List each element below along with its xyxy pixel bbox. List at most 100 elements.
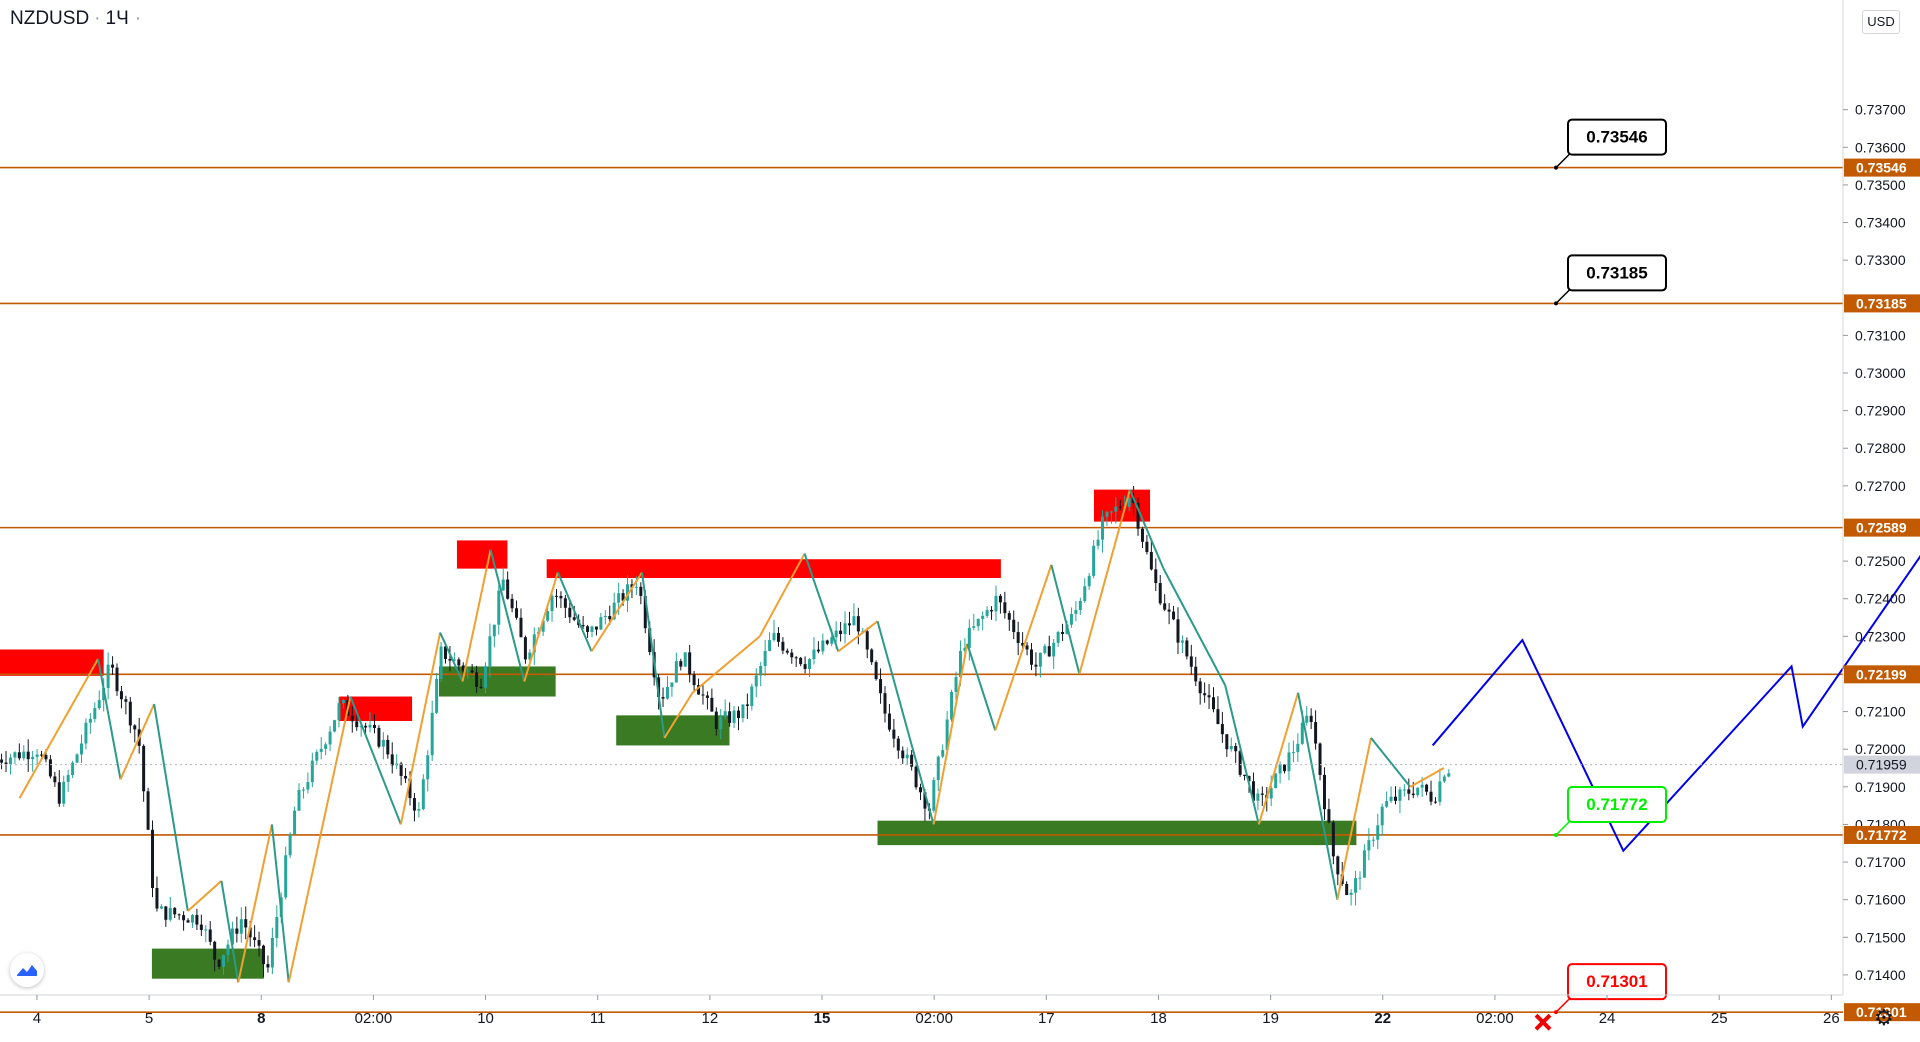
candle-43	[186, 918, 190, 923]
settings-gear-icon[interactable]: ⚙	[1874, 1005, 1894, 1030]
x-tick-label: 4	[33, 1010, 41, 1027]
candle-211	[932, 777, 936, 813]
candle-4	[13, 751, 17, 765]
y-tick-label: 0.71400	[1855, 967, 1906, 983]
y-tick-label: 0.72900	[1855, 403, 1906, 419]
candle-302	[1336, 855, 1340, 886]
candle-205	[905, 747, 909, 766]
candle-199	[879, 668, 883, 704]
candle-268	[1185, 637, 1189, 660]
candle-192	[847, 611, 851, 635]
candle-186	[821, 633, 825, 655]
candle-198	[874, 660, 878, 681]
candle-179	[790, 648, 794, 664]
candle-230	[1016, 621, 1020, 656]
candle-264	[1167, 603, 1171, 625]
candle-55	[239, 907, 243, 943]
candle-194	[856, 607, 860, 645]
candle-173	[763, 639, 767, 676]
x-tick-label: 5	[145, 1010, 153, 1027]
candle-25	[106, 652, 110, 700]
demand-zone-6	[439, 666, 556, 697]
x-tick-label: 24	[1599, 1010, 1616, 1027]
candle-68	[297, 783, 301, 812]
candle-163	[719, 708, 723, 740]
tradingview-logo-icon[interactable]	[10, 953, 44, 987]
candle-77	[337, 697, 341, 728]
x-tick-label: 02:00	[355, 1010, 393, 1027]
zigzag-segment-25	[966, 643, 997, 731]
candle-100	[439, 641, 443, 683]
candle-322	[1425, 783, 1429, 796]
candle-137	[603, 610, 607, 625]
candle-104	[457, 657, 461, 672]
candle-237	[1047, 635, 1051, 657]
zigzag-segment-9	[349, 696, 402, 825]
y-tick-label: 0.73000	[1855, 365, 1906, 381]
candle-58	[253, 925, 257, 948]
candle-23	[97, 690, 101, 710]
timeframe-label[interactable]: 1Ч	[105, 8, 129, 29]
candle-9	[35, 749, 39, 765]
candle-114	[501, 567, 505, 591]
candle-166	[732, 706, 736, 729]
candle-49	[213, 940, 217, 972]
candle-259	[1145, 534, 1149, 555]
candle-160	[705, 691, 709, 710]
candle-73	[319, 737, 323, 760]
candle-270	[1194, 656, 1198, 686]
candle-85	[372, 714, 376, 734]
candle-97	[426, 750, 430, 792]
candle-62	[270, 927, 274, 975]
candle-86	[377, 725, 381, 749]
candle-263	[1163, 594, 1167, 612]
level-price-label: 0.72199	[1856, 666, 1907, 682]
candle-185	[816, 641, 820, 654]
candle-115	[506, 571, 510, 600]
candle-266	[1176, 607, 1180, 655]
candle-181	[799, 656, 803, 667]
candle-5	[17, 743, 21, 761]
candle-156	[688, 644, 692, 683]
candle-249	[1101, 510, 1105, 553]
candle-1	[0, 753, 4, 770]
symbol-label[interactable]: NZDUSD · 1Ч ·	[10, 8, 141, 30]
candle-145	[639, 582, 643, 605]
candle-21	[88, 713, 92, 734]
candle-76	[333, 719, 337, 733]
callout-entry-2: 0.71772	[1554, 785, 1667, 837]
candle-204	[901, 746, 905, 764]
candle-91	[399, 761, 403, 786]
candle-176	[776, 627, 780, 647]
candle-159	[701, 685, 705, 705]
candle-190	[839, 621, 843, 642]
candle-250	[1105, 510, 1109, 527]
candle-284	[1256, 788, 1260, 811]
candle-183	[808, 658, 812, 677]
zigzag-segment-27	[1050, 564, 1081, 675]
candle-305	[1349, 889, 1353, 906]
candle-326	[1442, 774, 1446, 783]
candle-285	[1260, 786, 1264, 806]
zigzag-segment-15	[556, 571, 593, 652]
candle-164	[723, 699, 727, 720]
zigzag-segment-28	[1078, 489, 1131, 675]
y-tick-label: 0.73400	[1855, 215, 1906, 231]
candle-34	[146, 787, 150, 831]
candle-201	[887, 703, 891, 732]
zigzag-segment-7	[270, 824, 290, 983]
supply-zone-2	[456, 540, 508, 569]
candle-27	[115, 663, 119, 696]
currency-selector[interactable]: USD	[1862, 10, 1900, 34]
candle-51	[222, 954, 226, 975]
candle-50	[217, 958, 221, 970]
y-tick-label: 0.72800	[1855, 440, 1906, 456]
candle-75	[328, 726, 332, 752]
candle-225	[994, 585, 998, 622]
stop-x-icon	[1534, 1013, 1552, 1031]
zigzag-segment-24	[932, 643, 969, 825]
candle-223	[985, 606, 989, 618]
callouts: 0.73546 0.73185 0.71772 0.71301	[1534, 118, 1667, 1031]
candle-161	[710, 688, 714, 712]
